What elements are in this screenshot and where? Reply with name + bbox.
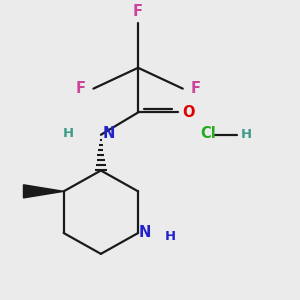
Text: F: F — [133, 4, 143, 19]
Text: O: O — [183, 105, 195, 120]
Text: N: N — [139, 225, 151, 240]
Polygon shape — [23, 185, 64, 198]
Text: H: H — [241, 128, 252, 141]
Text: Cl: Cl — [200, 126, 216, 141]
Text: N: N — [102, 126, 115, 141]
Text: H: H — [63, 128, 74, 140]
Text: H: H — [164, 230, 175, 243]
Text: F: F — [190, 81, 200, 96]
Text: F: F — [76, 81, 86, 96]
